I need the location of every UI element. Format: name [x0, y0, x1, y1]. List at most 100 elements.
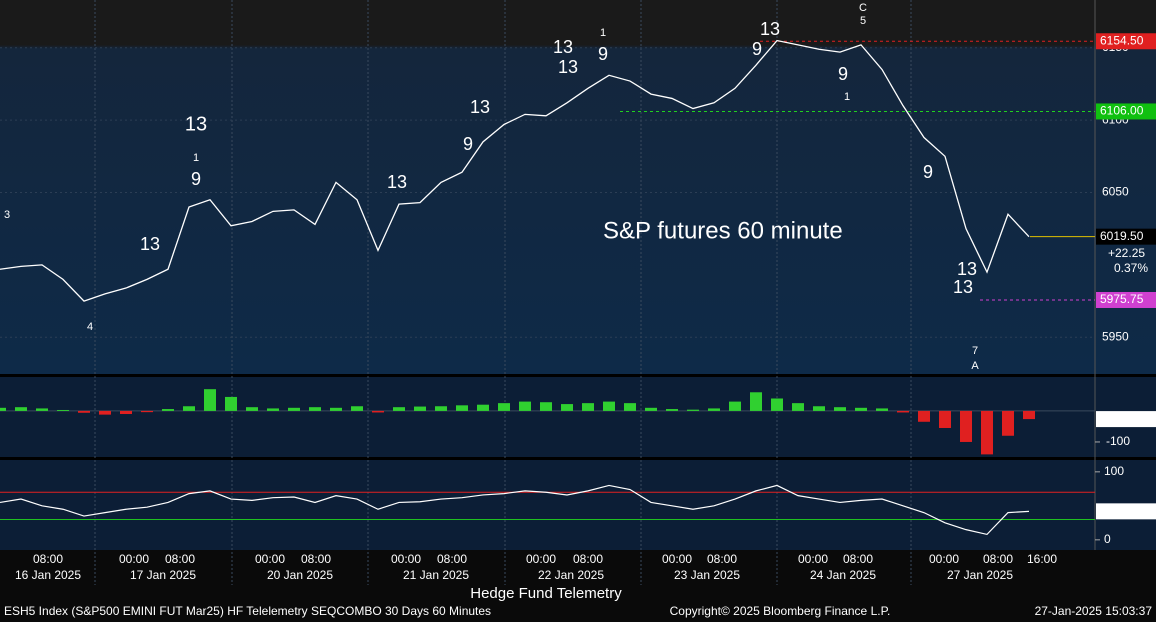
y-tick-label: 100 [1104, 464, 1124, 478]
x-date-label: 20 Jan 2025 [267, 568, 333, 582]
y-tick-label: 6050 [1102, 185, 1129, 199]
sequence-label: 1 [600, 27, 606, 39]
y-tick-label: 0 [1104, 532, 1111, 546]
sequence-label: A [971, 360, 979, 372]
x-tick-label: 00:00 [391, 552, 421, 566]
price-tag-label: 5975.75 [1100, 292, 1144, 306]
footer-center: Hedge Fund Telemetry [470, 585, 622, 602]
histogram-bar [351, 406, 363, 411]
price-tag-label: 6106.00 [1100, 104, 1144, 118]
price-tag [1096, 103, 1156, 120]
histogram-bar [645, 407, 657, 411]
sequence-label: 13 [387, 172, 407, 192]
x-tick-label: 00:00 [929, 552, 959, 566]
histogram-bar [435, 406, 447, 411]
sequence-label: C [859, 2, 867, 14]
sequence-label: 13 [470, 97, 490, 117]
x-tick-label: 00:00 [798, 552, 828, 566]
x-tick-label: 08:00 [843, 552, 873, 566]
sequence-label: 3 [4, 209, 10, 221]
histogram-bar [414, 406, 426, 411]
x-date-label: 27 Jan 2025 [947, 568, 1013, 582]
price-tag [1096, 33, 1156, 50]
rsi-panel [0, 460, 1156, 550]
last-change: +22.25 [1108, 246, 1145, 260]
rsi-line [0, 484, 1030, 536]
x-tick-label: 08:00 [33, 552, 63, 566]
histogram-bar [372, 410, 384, 413]
y-tick-label: 5950 [1102, 329, 1129, 343]
x-axis-band [0, 550, 1156, 622]
histogram-bar [834, 407, 846, 411]
timestamp: 27-Jan-2025 15:03:37 [1035, 604, 1153, 618]
histogram-bar [120, 410, 132, 415]
sequence-label: 13 [760, 19, 780, 39]
x-tick-label: 00:00 [526, 552, 556, 566]
histogram-bar [162, 409, 174, 411]
histogram-bar [582, 403, 594, 411]
histogram-bar [477, 404, 489, 411]
price-tag [1096, 228, 1156, 245]
value-tag [1096, 503, 1156, 520]
histogram-bar [519, 401, 531, 411]
histogram-bar [540, 402, 552, 411]
histogram-bar [498, 403, 510, 411]
x-tick-label: 08:00 [301, 552, 331, 566]
histogram-bar [0, 407, 6, 411]
sequence-label: 1 [844, 91, 850, 103]
histogram-bar [141, 410, 153, 413]
histogram-bar [78, 410, 90, 413]
x-date-label: 23 Jan 2025 [674, 568, 740, 582]
sequence-label: 13 [558, 57, 578, 77]
histogram-bar [897, 410, 909, 413]
histogram-bar [876, 408, 888, 411]
x-tick-label: 00:00 [119, 552, 149, 566]
value-tag-label: -26.3549 [1099, 411, 1147, 425]
histogram-bar [603, 401, 615, 411]
sequence-label: 9 [463, 134, 473, 154]
sequence-label: 13 [140, 234, 160, 254]
y-tick-label: -100 [1106, 434, 1130, 448]
histogram-bar [309, 407, 321, 411]
x-date-label: 16 Jan 2025 [15, 568, 81, 582]
histogram-bar [15, 407, 27, 411]
value-tag-label: 41.9041 [1100, 504, 1144, 518]
histogram-bar [36, 408, 48, 411]
last-change-pct: 0.37% [1114, 261, 1148, 275]
sequence-label: 1 [193, 152, 199, 164]
value-tag [1096, 411, 1156, 428]
histogram-bar [225, 396, 237, 411]
histogram-bar [708, 408, 720, 411]
sequence-label: 7 [972, 345, 978, 357]
histogram-bar [813, 406, 825, 411]
x-tick-label: 00:00 [662, 552, 692, 566]
histogram-bar [456, 405, 468, 411]
x-date-label: 22 Jan 2025 [538, 568, 604, 582]
histogram-bar [1002, 410, 1014, 436]
histogram-bar [750, 392, 762, 411]
x-date-label: 24 Jan 2025 [810, 568, 876, 582]
histogram-bar [561, 404, 573, 411]
histogram-bar [624, 403, 636, 411]
price-tag [1096, 291, 1156, 308]
sequence-label: 13 [185, 113, 207, 135]
histogram-bar [393, 407, 405, 411]
copyright: Copyright© 2025 Bloomberg Finance L.P. [670, 604, 891, 618]
price-tag-label: 6019.50 [1100, 229, 1144, 243]
x-tick-label: 08:00 [983, 552, 1013, 566]
histogram-bar [666, 409, 678, 411]
sequence-label: 9 [191, 169, 201, 189]
histogram-bar [771, 398, 783, 411]
histogram-bar [792, 403, 804, 411]
sequence-label: 5 [860, 15, 866, 27]
histogram-bar [687, 409, 699, 411]
sequence-label: 9 [838, 64, 848, 84]
sequence-label: 9 [598, 44, 608, 64]
sequence-label: 9 [752, 39, 762, 59]
histogram-bar [981, 410, 993, 455]
price-tag-label: 6154.50 [1100, 33, 1144, 47]
chart-title: S&P futures 60 minute [603, 217, 843, 244]
histogram-bar [918, 410, 930, 422]
footer-left: ESH5 Index (S&P500 EMINI FUT Mar25) HF T… [4, 604, 491, 618]
